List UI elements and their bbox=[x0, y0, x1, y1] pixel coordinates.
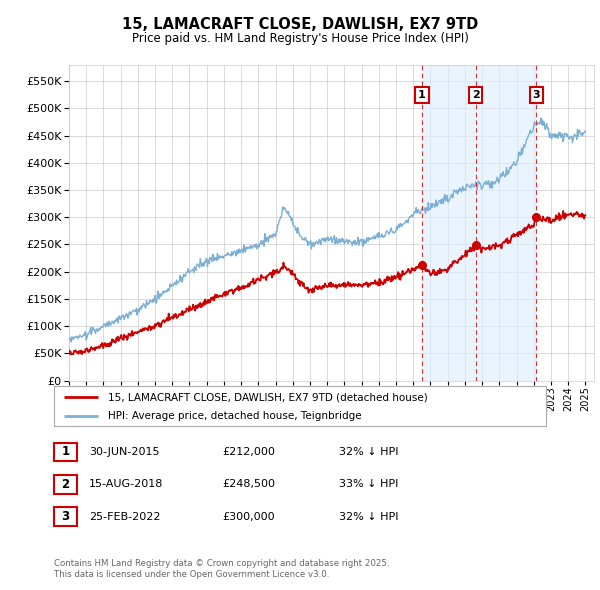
Text: Contains HM Land Registry data © Crown copyright and database right 2025.: Contains HM Land Registry data © Crown c… bbox=[54, 559, 389, 568]
Text: 30-JUN-2015: 30-JUN-2015 bbox=[89, 447, 160, 457]
Text: 25-FEB-2022: 25-FEB-2022 bbox=[89, 512, 160, 522]
Text: 15-AUG-2018: 15-AUG-2018 bbox=[89, 480, 163, 489]
Text: 1: 1 bbox=[418, 90, 426, 100]
Text: 32% ↓ HPI: 32% ↓ HPI bbox=[339, 447, 398, 457]
Text: £248,500: £248,500 bbox=[222, 480, 275, 489]
Point bbox=[532, 212, 541, 222]
Text: 33% ↓ HPI: 33% ↓ HPI bbox=[339, 480, 398, 489]
Bar bbox=[422, 65, 536, 381]
Text: £212,000: £212,000 bbox=[222, 447, 275, 457]
Text: Price paid vs. HM Land Registry's House Price Index (HPI): Price paid vs. HM Land Registry's House … bbox=[131, 32, 469, 45]
Text: 32% ↓ HPI: 32% ↓ HPI bbox=[339, 512, 398, 522]
Text: 2: 2 bbox=[472, 90, 479, 100]
Text: 15, LAMACRAFT CLOSE, DAWLISH, EX7 9TD (detached house): 15, LAMACRAFT CLOSE, DAWLISH, EX7 9TD (d… bbox=[108, 392, 428, 402]
Text: 15, LAMACRAFT CLOSE, DAWLISH, EX7 9TD: 15, LAMACRAFT CLOSE, DAWLISH, EX7 9TD bbox=[122, 17, 478, 32]
Text: 3: 3 bbox=[61, 510, 70, 523]
Point bbox=[471, 241, 481, 250]
Text: HPI: Average price, detached house, Teignbridge: HPI: Average price, detached house, Teig… bbox=[108, 411, 362, 421]
Point bbox=[417, 260, 427, 270]
Text: £300,000: £300,000 bbox=[222, 512, 275, 522]
Text: This data is licensed under the Open Government Licence v3.0.: This data is licensed under the Open Gov… bbox=[54, 571, 329, 579]
Text: 2: 2 bbox=[61, 478, 70, 491]
Text: 1: 1 bbox=[61, 445, 70, 458]
Text: 3: 3 bbox=[533, 90, 540, 100]
